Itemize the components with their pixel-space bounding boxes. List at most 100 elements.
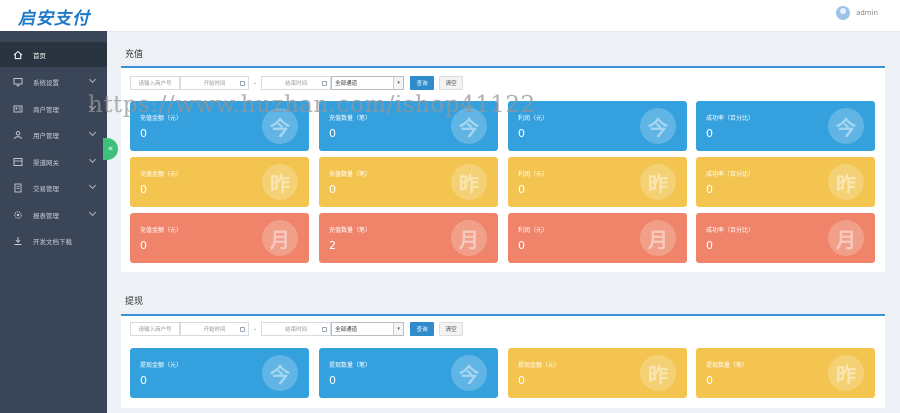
recharge-title: 充值 <box>125 50 144 60</box>
sidebar-item-gateways[interactable]: 渠道网关 <box>0 149 107 176</box>
stat-card: 成功率（百分比） 0 月 <box>696 213 875 263</box>
card-label: 充值金额（元） <box>140 171 183 178</box>
stat-card: 充值金额（元） 0 月 <box>130 213 309 263</box>
sidebar-item-system-settings[interactable]: 系统设置 <box>0 69 107 96</box>
yesterday-badge-icon: 昨 <box>828 164 864 200</box>
card-label: 利润（元） <box>518 115 549 122</box>
chevron-down-icon: ▾ <box>393 323 404 335</box>
card-value: 0 <box>706 239 713 252</box>
range-separator: - <box>254 325 257 333</box>
channel-select[interactable]: 全部通道 ▾ <box>331 322 405 336</box>
card-label: 充值金额（元） <box>140 115 183 122</box>
query-button[interactable]: 查询 <box>410 76 435 90</box>
card-label: 提现金额（元） <box>140 362 183 369</box>
today-badge-icon: 今 <box>262 355 298 391</box>
today-badge-icon: 今 <box>262 108 298 144</box>
chevron-down-icon <box>88 181 97 190</box>
stat-card: 成功率（百分比） 0 昨 <box>696 157 875 207</box>
end-time-input[interactable]: 结束时间 <box>261 76 332 90</box>
chevron-down-icon <box>88 128 97 137</box>
recharge-filter-bar: 请输入商户号 开始时间 - 结束时间 全部通道 ▾ 查询 清空 <box>130 76 464 90</box>
card-value: 0 <box>518 374 525 387</box>
sidebar-item-merchants[interactable]: 商户管理 <box>0 96 107 123</box>
start-time-input[interactable]: 开始时间 <box>180 76 249 90</box>
logo[interactable]: 启安支付 <box>0 0 107 31</box>
sidebar-item-dev-docs[interactable]: 开发文档下载 <box>0 228 107 255</box>
stat-card: 充值金额（元） 0 今 <box>130 101 309 151</box>
select-value: 全部通道 <box>335 327 358 333</box>
user-icon <box>13 130 23 140</box>
withdraw-title: 提现 <box>125 297 144 307</box>
sidebar-item-transactions[interactable]: 交易管理 <box>0 175 107 202</box>
card-value: 0 <box>706 374 713 387</box>
card-value: 0 <box>329 127 336 140</box>
card-label: 利润（元） <box>518 171 549 178</box>
sidebar-item-reports[interactable]: 报表管理 <box>0 202 107 229</box>
gear-icon <box>13 210 23 220</box>
chevron-down-icon <box>88 208 97 216</box>
sidebar-toggle-button[interactable]: « <box>103 138 118 160</box>
end-time-input[interactable]: 结束时间 <box>261 322 332 336</box>
stat-card: 利润（元） 0 昨 <box>508 157 687 207</box>
username[interactable]: admin <box>856 9 878 17</box>
monitor-icon <box>13 77 23 87</box>
card-label: 提现数量（笔） <box>706 362 749 369</box>
stat-card: 充值数量（笔） 2 月 <box>319 213 498 263</box>
user-menu[interactable]: admin <box>836 6 878 20</box>
gateway-icon <box>13 157 23 167</box>
card-label: 充值数量（笔） <box>329 171 372 178</box>
stat-card: 充值金额（元） 0 昨 <box>130 157 309 207</box>
placeholder-text: 开始时间 <box>203 81 226 87</box>
card-label: 提现数量（笔） <box>329 362 372 369</box>
card-value: 0 <box>329 183 336 196</box>
query-button[interactable]: 查询 <box>410 322 435 336</box>
calendar-icon <box>240 327 245 332</box>
channel-select[interactable]: 全部通道 ▾ <box>331 76 405 90</box>
stat-card: 成功率（百分比） 0 今 <box>696 101 875 151</box>
sidebar-item-users[interactable]: 用户管理 <box>0 122 107 149</box>
month-badge-icon: 月 <box>828 220 864 256</box>
card-value: 0 <box>518 239 525 252</box>
merchant-id-input[interactable]: 请输入商户号 <box>130 76 180 90</box>
today-badge-icon: 今 <box>451 108 487 144</box>
chevron-down-icon <box>88 155 97 163</box>
download-icon <box>13 236 23 246</box>
start-time-input[interactable]: 开始时间 <box>180 322 249 336</box>
stat-card: 利润（元） 0 月 <box>508 213 687 263</box>
card-value: 0 <box>518 127 525 140</box>
card-label: 成功率（百分比） <box>706 227 755 234</box>
sidebar-item-label: 报表管理 <box>33 211 59 220</box>
card-value: 0 <box>140 374 147 387</box>
merchant-id-input[interactable]: 请输入商户号 <box>130 322 180 336</box>
month-badge-icon: 月 <box>640 220 676 256</box>
withdraw-accent-bar <box>121 314 885 316</box>
withdraw-filter-bar: 请输入商户号 开始时间 - 结束时间 全部通道 ▾ 查询 清空 <box>130 322 464 336</box>
calendar-icon <box>322 327 328 332</box>
home-icon <box>13 50 23 60</box>
card-value: 0 <box>706 127 713 140</box>
sidebar-item-label: 首页 <box>33 51 46 60</box>
yesterday-badge-icon: 昨 <box>451 164 487 200</box>
clear-button[interactable]: 清空 <box>439 76 464 90</box>
clear-button[interactable]: 清空 <box>439 322 464 336</box>
placeholder-text: 结束时间 <box>285 81 308 87</box>
today-badge-icon: 今 <box>828 108 864 144</box>
chevron-down-icon <box>88 75 97 84</box>
avatar[interactable] <box>836 6 851 20</box>
yesterday-badge-icon: 昨 <box>640 164 676 200</box>
card-value: 0 <box>518 183 525 196</box>
placeholder-text: 结束时间 <box>285 327 308 333</box>
recharge-accent-bar <box>121 66 885 68</box>
month-badge-icon: 月 <box>451 220 487 256</box>
sidebar-item-home[interactable]: 首页 <box>0 42 107 67</box>
card-label: 提现金额（元） <box>518 362 561 369</box>
select-value: 全部通道 <box>335 81 358 87</box>
doc-icon <box>13 183 23 193</box>
sidebar-item-label: 系统设置 <box>33 79 59 88</box>
sidebar: 首页 系统设置 商户管理 用户管理 渠道网关 交易管理 <box>0 31 107 413</box>
chevron-down-icon: ▾ <box>393 77 404 89</box>
stat-card: 提现金额（元） 0 昨 <box>508 348 687 398</box>
yesterday-badge-icon: 昨 <box>262 164 298 200</box>
card-value: 2 <box>329 239 336 252</box>
logo-text: 启安支付 <box>18 9 90 29</box>
